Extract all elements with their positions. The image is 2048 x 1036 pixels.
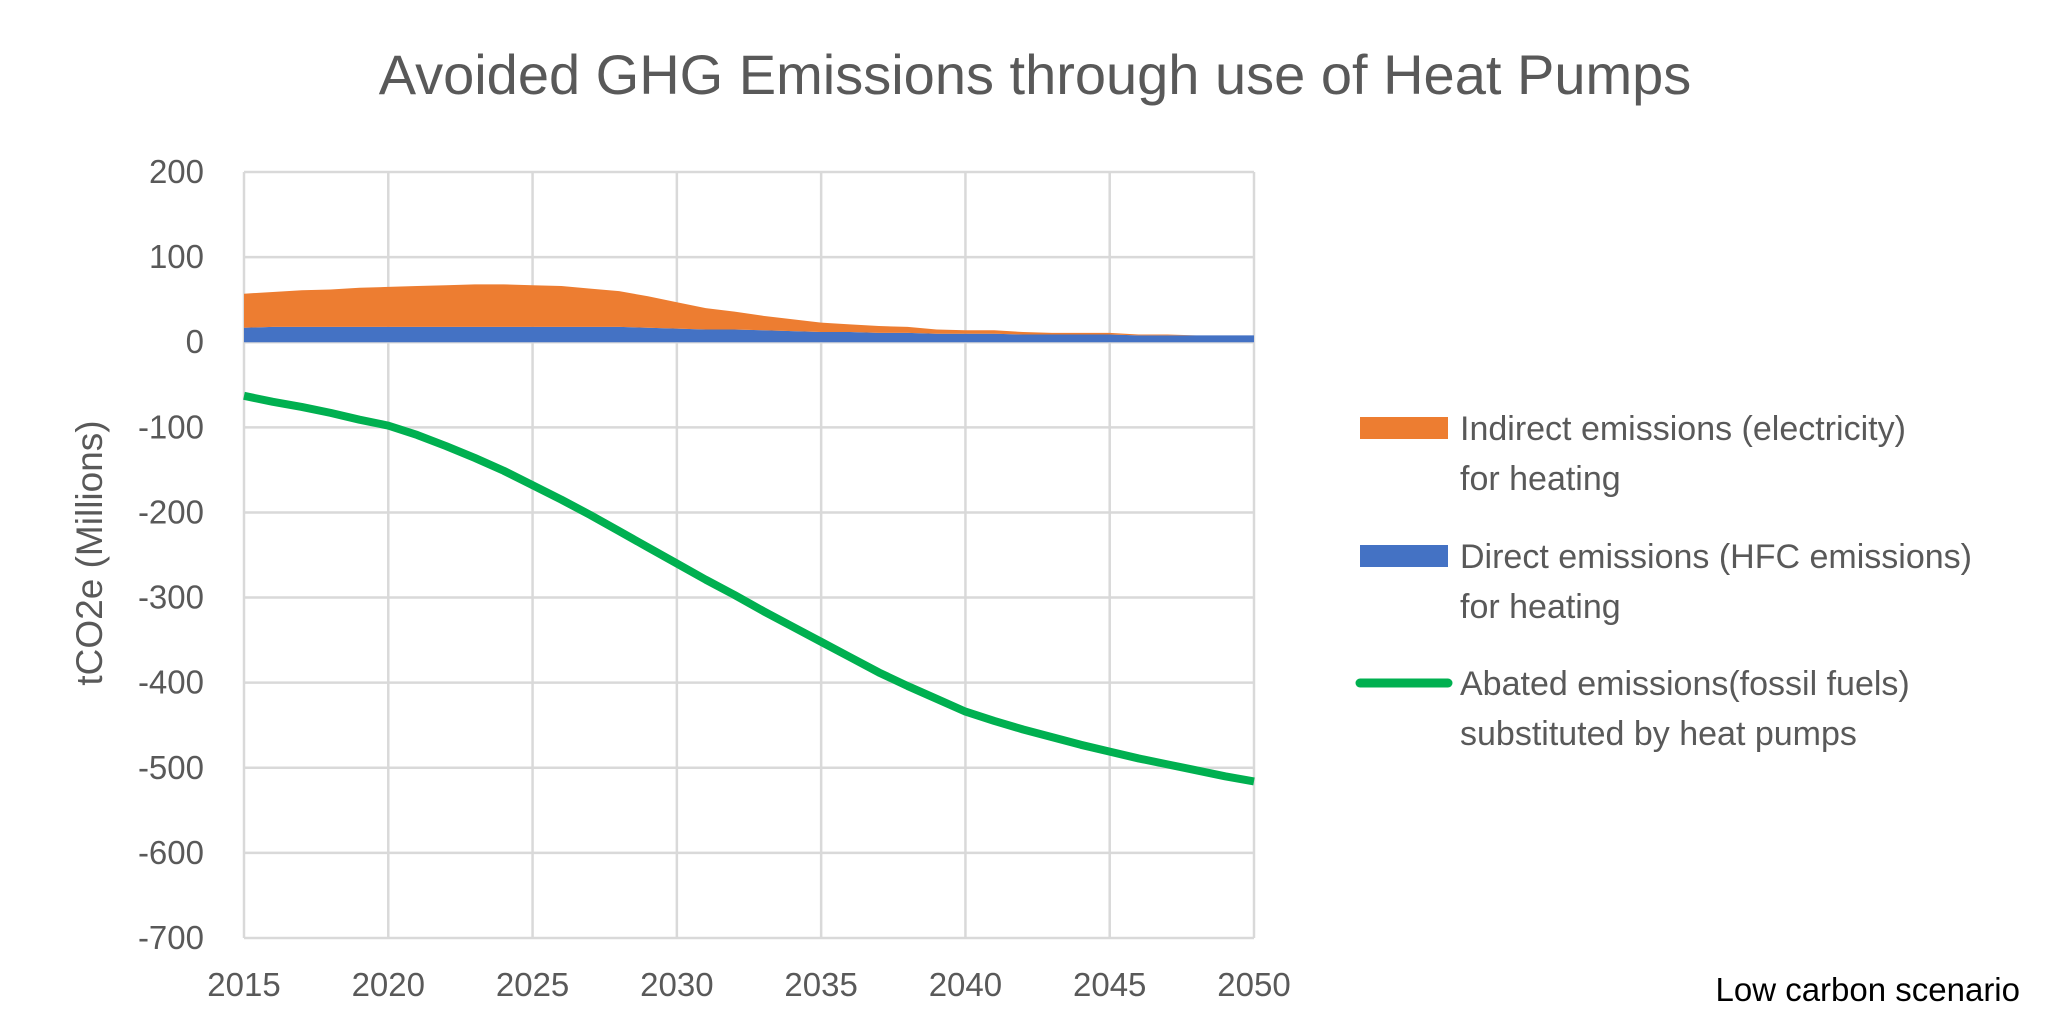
area-series (244, 284, 1254, 343)
legend-item-indirect-emissions: Indirect emissions (electricity) for heat… (1360, 410, 1906, 498)
scenario-note: Low carbon scenario (1715, 971, 2020, 1008)
legend-item-direct-emissions: Direct emissions (HFC emissions) for heat… (1360, 538, 1972, 626)
x-axis-ticks: 2015 2020 2025 2030 2035 2040 2045 2050 (207, 966, 1290, 1003)
legend-label: Indirect emissions (electricity) (1460, 410, 1906, 448)
y-tick-label: 0 (186, 323, 204, 360)
chart-title: Avoided GHG Emissions through use of Hea… (379, 43, 1692, 106)
y-tick-label: -500 (138, 749, 204, 786)
x-tick-label: 2015 (207, 966, 280, 1003)
legend-label: for heating (1460, 588, 1621, 626)
y-tick-label: -400 (138, 664, 204, 701)
x-tick-label: 2030 (640, 966, 713, 1003)
line-series (243, 391, 1255, 786)
y-tick-label: -700 (138, 919, 204, 956)
legend-label: Direct emissions (HFC emissions) (1460, 538, 1972, 576)
legend-label: for heating (1460, 460, 1621, 498)
area-series-indirect-emissions (244, 284, 1254, 336)
legend-swatch (1360, 417, 1448, 439)
y-tick-label: -300 (138, 579, 204, 616)
y-axis-title: tCO2e (Millions) (69, 420, 110, 685)
x-tick-label: 2040 (929, 966, 1002, 1003)
x-tick-label: 2045 (1073, 966, 1146, 1003)
legend-item-abated-emissions: Abated emissions(fossil fuels) substitute… (1355, 665, 1910, 753)
line-series-abated-emissions (243, 391, 1255, 786)
legend-label: Abated emissions(fossil fuels) (1460, 665, 1910, 703)
legend: Indirect emissions (electricity) for heat… (1355, 410, 1972, 753)
x-tick-label: 2020 (352, 966, 425, 1003)
legend-label: substituted by heat pumps (1460, 715, 1857, 753)
y-tick-label: -600 (138, 834, 204, 871)
area-series-direct-emissions (244, 326, 1254, 343)
y-tick-label: 100 (149, 238, 204, 275)
x-tick-label: 2035 (784, 966, 857, 1003)
y-tick-label: -200 (138, 493, 204, 530)
x-tick-label: 2050 (1217, 966, 1290, 1003)
x-tick-label: 2025 (496, 966, 569, 1003)
legend-swatch (1360, 545, 1448, 567)
y-tick-label: -100 (138, 408, 204, 445)
y-axis-ticks: 200 100 0 -100 -200 -300 -400 -500 -600 -700 (138, 153, 204, 956)
y-tick-label: 200 (149, 153, 204, 190)
